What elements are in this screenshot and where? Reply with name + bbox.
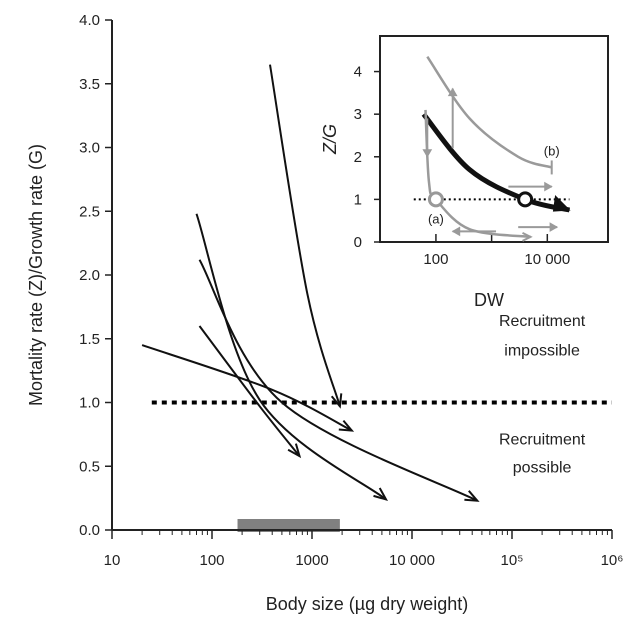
y-tick-label: 0.5 <box>79 458 100 475</box>
inset-x-tick-label: 100 <box>423 251 448 268</box>
inset-y-tick-label: 0 <box>354 234 362 251</box>
annotation-text: Recruitment <box>499 432 586 449</box>
inset-arrowhead-2 <box>447 87 458 97</box>
inset-series-1 <box>421 112 571 213</box>
annotation-text: Recruitment <box>499 313 586 330</box>
y-tick-label: 4.0 <box>79 12 100 29</box>
inset-marker-1 <box>427 191 444 208</box>
x-tick-label: 10 000 <box>389 552 435 569</box>
series-arrowhead-4 <box>464 490 480 502</box>
y-tick-label: 0.0 <box>79 522 100 539</box>
inset-series-2 <box>426 55 553 169</box>
y-tick-label: 3.0 <box>79 140 100 157</box>
series-curve-5 <box>269 64 341 407</box>
x-tick-label: 100 <box>199 552 224 569</box>
inset-x-axis-title: DW <box>474 290 504 310</box>
x-tick-label: 1000 <box>295 552 328 569</box>
inset-y-tick-label: 3 <box>354 106 362 123</box>
y-tick-label: 3.5 <box>79 76 100 93</box>
series-curve-1 <box>141 344 353 432</box>
series-arrowhead-3 <box>373 487 389 502</box>
x-tick-label: 10 <box>104 552 121 569</box>
annotation-text: possible <box>513 460 572 477</box>
main-chart: 0.00.51.01.52.02.53.03.54.010 100 1000 10 0… <box>26 12 623 614</box>
y-tick-label: 1.5 <box>79 331 100 348</box>
inset-marker-label: (a) <box>428 211 444 226</box>
inset-arrowhead-4 <box>544 181 553 192</box>
annotation-text: impossible <box>504 342 580 359</box>
x-tick-label: 10⁵ <box>501 552 524 569</box>
inset-y-tick-label: 2 <box>354 149 362 166</box>
inset-arrowhead-1 <box>422 149 433 158</box>
series-arrowhead-1 <box>338 419 355 432</box>
inset-series-a-arrowhead <box>522 232 533 242</box>
series-arrowhead-5 <box>330 393 343 409</box>
inset-y-tick-label: 4 <box>354 64 362 81</box>
y-tick-label: 2.0 <box>79 267 100 284</box>
inset-series-arrowhead <box>552 194 571 212</box>
x-axis-title: Body size (µg dry weight) <box>266 594 468 614</box>
x-tick-label: 10⁶ <box>601 552 624 569</box>
y-axis-title: Mortality rate (Z)/Growth rate (G) <box>26 144 46 406</box>
y-tick-label: 1.0 <box>79 395 100 412</box>
inset-chart: 0 1 2 3 4 100 10 000 DW Z/G (b) (a) <box>320 35 609 310</box>
y-tick-label: 2.5 <box>79 203 100 220</box>
series-curve-4 <box>198 259 478 502</box>
inset-x-tick-label: 10 000 <box>524 251 570 268</box>
inset-y-tick-label: 1 <box>354 191 362 208</box>
inset-arrowhead-3 <box>451 226 461 237</box>
inset-series-label-b: (b) <box>544 143 560 158</box>
inset-marker-2 <box>517 191 534 208</box>
inset-arrowhead-5 <box>549 222 559 232</box>
series-curve-3 <box>195 213 387 501</box>
shaded-size-range <box>237 519 340 532</box>
series-arrowhead-2 <box>287 443 302 459</box>
series-curve-2 <box>198 325 301 457</box>
inset-y-axis-title: Z/G <box>320 124 340 155</box>
